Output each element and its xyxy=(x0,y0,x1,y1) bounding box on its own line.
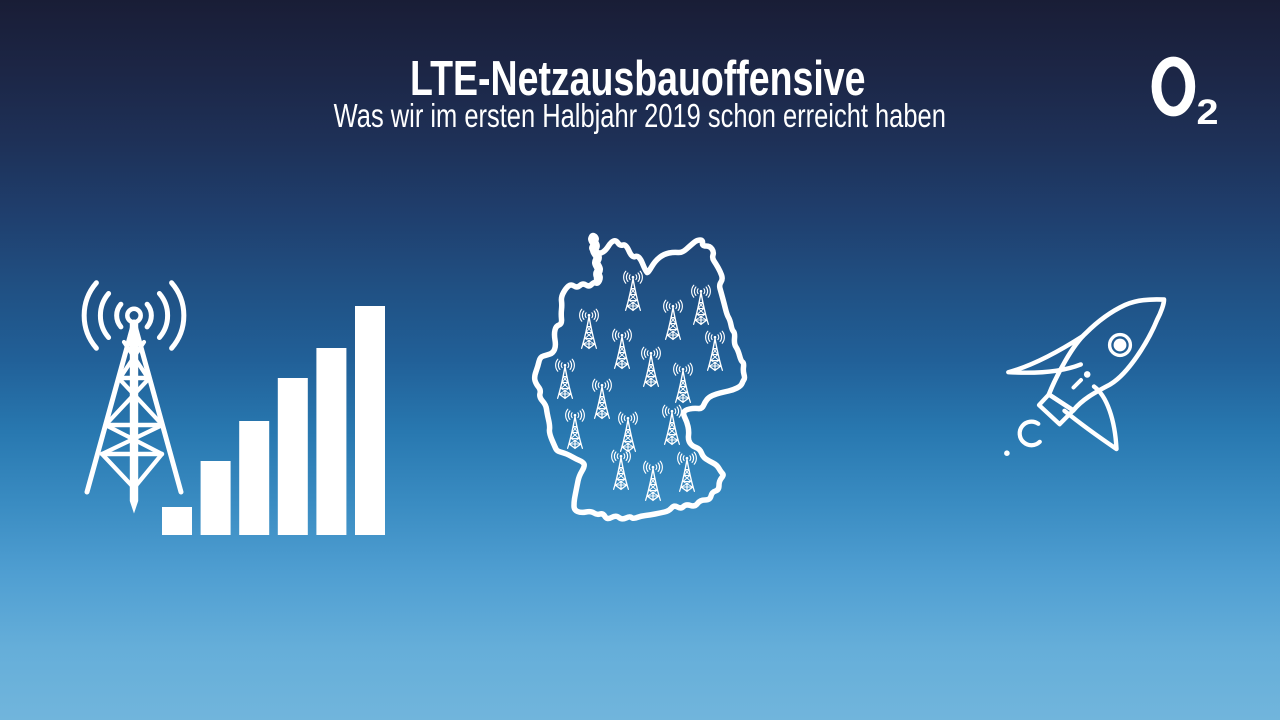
svg-text:2: 2 xyxy=(1197,92,1219,132)
